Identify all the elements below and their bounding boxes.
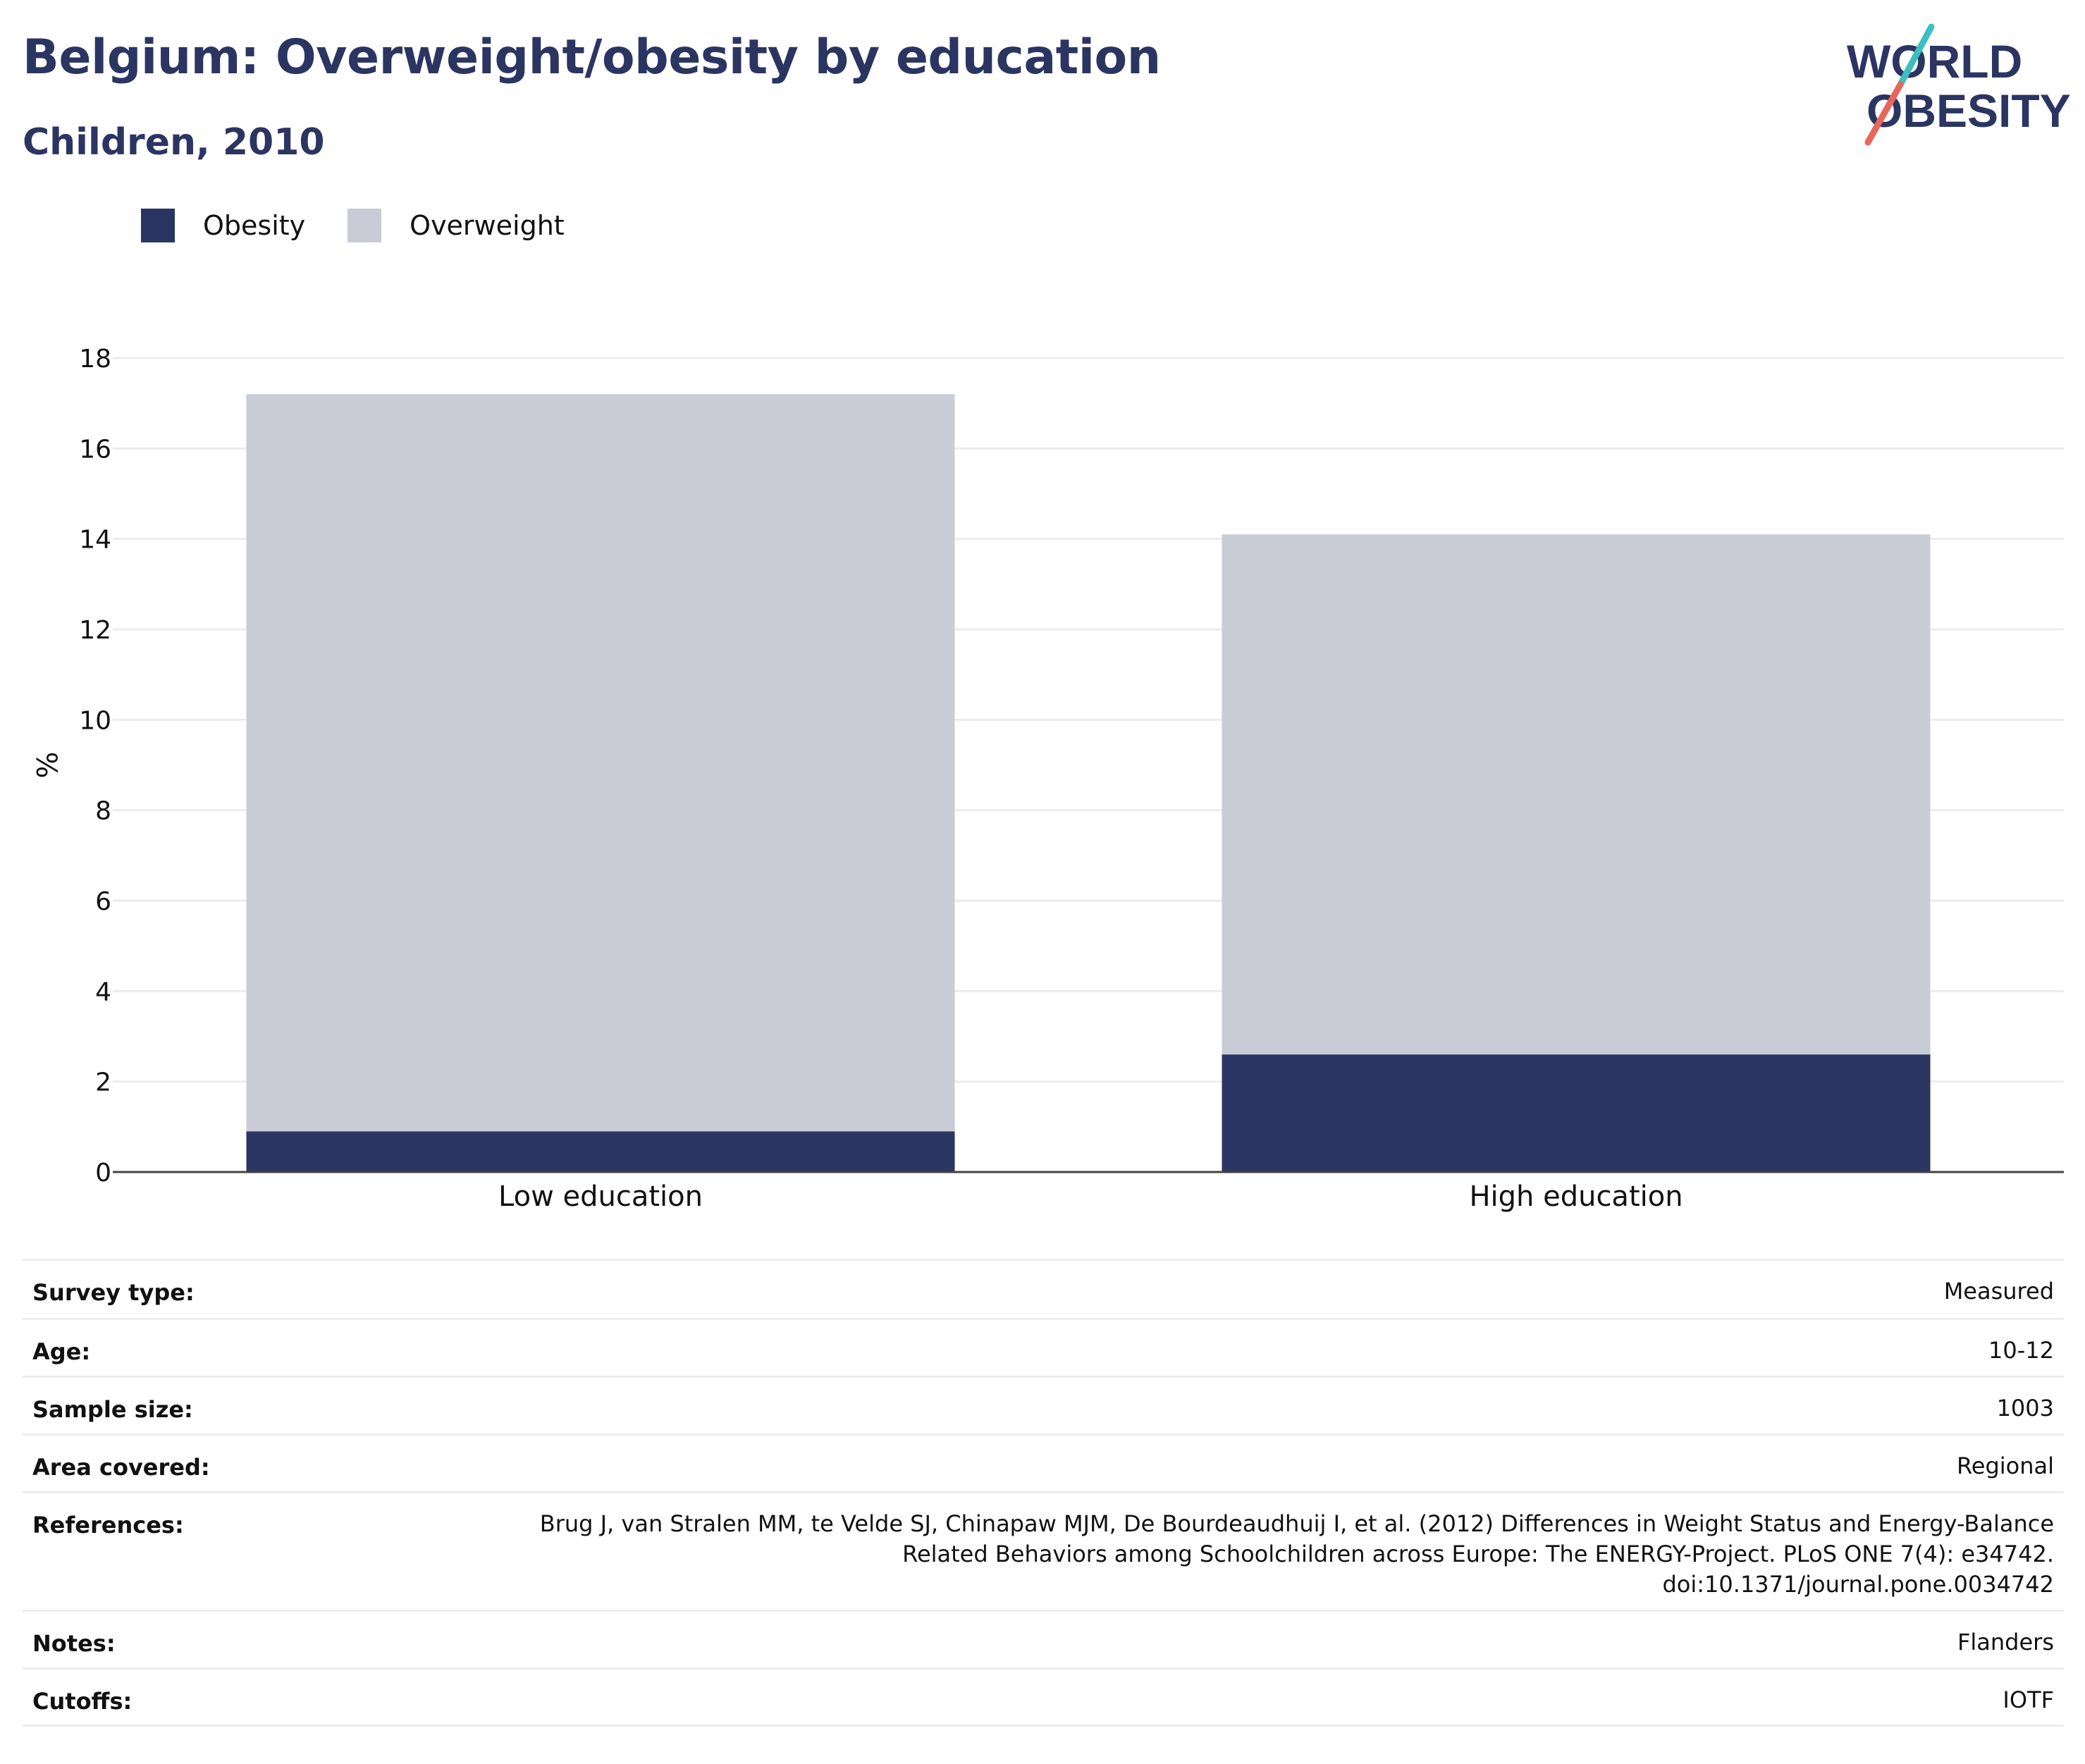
y-tick-label: 18 bbox=[79, 345, 111, 374]
info-value-line: Brug J, van Stralen MM, te Velde SJ, Chi… bbox=[539, 1510, 2054, 1537]
info-row: Area covered: Regional bbox=[23, 1433, 2064, 1491]
world-obesity-logo: WORLD OBESITY bbox=[1847, 23, 2071, 146]
info-label: Age: bbox=[32, 1338, 91, 1365]
legend-label-obesity: Obesity bbox=[203, 210, 306, 241]
survey-info-table: Survey type: Measured Age: 10-12 Sample size… bbox=[23, 1259, 2064, 1727]
bar-chart: 0 2 4 6 8 10 12 14 16 18 Low education High educati… bbox=[30, 345, 2064, 1213]
info-value: Regional bbox=[1957, 1436, 2054, 1481]
info-value-line: Flanders bbox=[1957, 1629, 2054, 1655]
info-label: Area covered: bbox=[32, 1454, 210, 1481]
bar-obesity-1[interactable] bbox=[246, 1131, 955, 1172]
info-label: Cutoffs: bbox=[32, 1688, 133, 1715]
info-row: Cutoffs: IOTF bbox=[23, 1667, 2064, 1727]
legend-swatch-overweight bbox=[348, 209, 382, 242]
info-value: Flanders bbox=[1957, 1612, 2054, 1658]
info-label: Sample size: bbox=[32, 1396, 193, 1423]
info-value-line: 10-12 bbox=[1988, 1337, 2054, 1364]
info-value-line: doi:10.1371/journal.pone.0034742 bbox=[1662, 1571, 2054, 1598]
y-tick-label: 4 bbox=[95, 977, 111, 1006]
legend-swatch-obesity bbox=[141, 209, 175, 242]
info-row: Age: 10-12 bbox=[23, 1318, 2064, 1376]
y-tick-label: 8 bbox=[95, 797, 111, 826]
info-value-line: Regional bbox=[1956, 1452, 2054, 1479]
y-tick-label: 6 bbox=[95, 887, 111, 916]
logo-teal-slash bbox=[1897, 23, 1935, 88]
x-tick-label: High education bbox=[1469, 1180, 1683, 1213]
y-axis-label: % bbox=[30, 751, 62, 778]
info-value-line: IOTF bbox=[2003, 1686, 2054, 1713]
info-value-line: Related Behaviors among Schoolchildren a… bbox=[902, 1541, 2054, 1567]
logo-line2: OBESITY bbox=[1866, 85, 2071, 137]
chart-title: Belgium: Overweight/obesity by education bbox=[23, 30, 1161, 85]
info-value: IOTF bbox=[2003, 1670, 2054, 1715]
bar-overweight-2[interactable] bbox=[1222, 534, 1931, 1055]
chart-subtitle: Children, 2010 bbox=[23, 121, 325, 164]
info-value: Measured bbox=[1944, 1261, 2054, 1307]
logo-line1: WORLD bbox=[1847, 35, 2022, 87]
legend-item-obesity[interactable]: Obesity bbox=[141, 209, 305, 242]
info-value-line: Measured bbox=[1943, 1278, 2054, 1305]
logo-coral-slash bbox=[1864, 81, 1904, 146]
info-value: 10-12 bbox=[1988, 1320, 2054, 1366]
x-tick-label: Low education bbox=[498, 1180, 703, 1213]
bar-obesity-2[interactable] bbox=[1222, 1054, 1931, 1172]
info-label: Notes: bbox=[32, 1630, 116, 1657]
info-value: 1003 bbox=[1997, 1378, 2054, 1424]
y-tick-label: 2 bbox=[95, 1068, 111, 1097]
info-value: Brug J, van Stralen MM, te Velde SJ, Chi… bbox=[540, 1493, 2054, 1600]
y-tick-label: 0 bbox=[95, 1159, 111, 1188]
y-tick-label: 12 bbox=[79, 616, 111, 645]
info-label: Survey type: bbox=[32, 1279, 195, 1306]
info-row: Sample size: 1003 bbox=[23, 1376, 2064, 1433]
info-value-line: 1003 bbox=[1996, 1395, 2054, 1421]
legend: Obesity Overweight bbox=[141, 209, 607, 242]
info-label: References: bbox=[32, 1512, 184, 1538]
info-row: References: Brug J, van Stralen MM, te Ve… bbox=[23, 1491, 2064, 1610]
bar-overweight-1[interactable] bbox=[246, 394, 955, 1132]
info-row: Notes: Flanders bbox=[23, 1610, 2064, 1667]
info-row: Survey type: Measured bbox=[23, 1259, 2064, 1318]
y-tick-label: 10 bbox=[79, 706, 111, 735]
y-tick-label: 14 bbox=[79, 526, 111, 555]
legend-item-overweight[interactable]: Overweight bbox=[348, 209, 565, 242]
legend-label-overweight: Overweight bbox=[410, 210, 565, 241]
y-tick-label: 16 bbox=[79, 435, 111, 464]
